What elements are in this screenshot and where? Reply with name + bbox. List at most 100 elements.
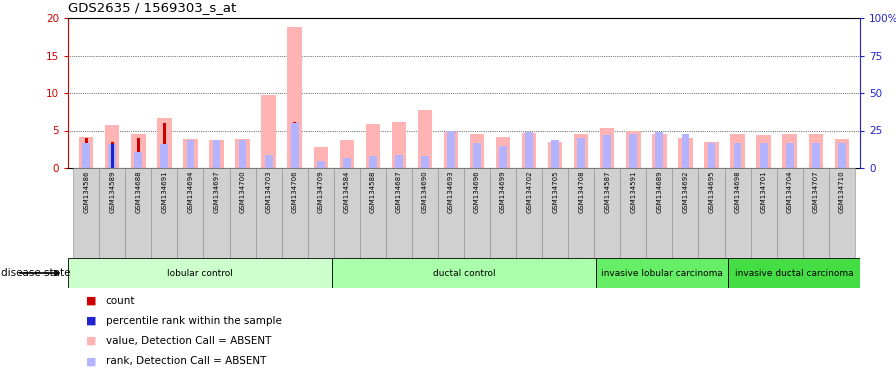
Bar xyxy=(708,142,715,168)
Bar xyxy=(111,142,114,168)
Text: GSM134587: GSM134587 xyxy=(604,171,610,213)
Bar xyxy=(672,168,699,258)
Bar xyxy=(418,109,432,168)
Bar xyxy=(808,134,823,168)
Bar xyxy=(163,123,166,168)
Bar xyxy=(236,139,250,168)
Bar xyxy=(238,139,246,168)
Bar xyxy=(134,152,142,168)
Bar xyxy=(340,140,354,168)
Text: GSM134698: GSM134698 xyxy=(735,171,741,214)
Text: GSM134706: GSM134706 xyxy=(292,171,297,214)
Bar xyxy=(395,154,403,168)
Bar xyxy=(734,142,742,168)
Text: ■: ■ xyxy=(86,336,97,346)
Bar xyxy=(499,146,507,168)
Bar xyxy=(290,123,298,168)
Text: disease state: disease state xyxy=(1,268,71,278)
Bar xyxy=(656,132,663,168)
Bar xyxy=(777,168,803,258)
Text: GSM134589: GSM134589 xyxy=(109,171,116,213)
Bar xyxy=(307,168,333,258)
Bar xyxy=(730,134,745,168)
Bar xyxy=(574,134,589,168)
Text: GSM134707: GSM134707 xyxy=(813,171,819,214)
Text: percentile rank within the sample: percentile rank within the sample xyxy=(106,316,281,326)
Bar xyxy=(646,168,672,258)
Bar xyxy=(68,258,332,288)
Text: GSM134697: GSM134697 xyxy=(213,171,220,214)
Text: GSM134699: GSM134699 xyxy=(500,171,506,214)
Bar xyxy=(756,135,771,168)
Bar xyxy=(281,168,307,258)
Bar xyxy=(834,139,849,168)
Text: ductal control: ductal control xyxy=(433,268,495,278)
Text: GSM134693: GSM134693 xyxy=(448,171,454,214)
Bar xyxy=(522,133,537,168)
Bar xyxy=(108,144,116,168)
Bar xyxy=(704,142,719,168)
Text: GSM134700: GSM134700 xyxy=(239,171,246,214)
Bar xyxy=(516,168,542,258)
Bar xyxy=(369,156,376,168)
Bar xyxy=(829,168,855,258)
Bar xyxy=(751,168,777,258)
Bar xyxy=(542,168,568,258)
Bar xyxy=(473,142,481,168)
Bar xyxy=(99,168,125,258)
Bar xyxy=(157,118,171,168)
Bar xyxy=(317,161,324,168)
Bar xyxy=(255,168,281,258)
Text: GSM134586: GSM134586 xyxy=(83,171,90,213)
Bar xyxy=(82,142,90,168)
Bar xyxy=(137,138,140,168)
Bar xyxy=(288,27,302,168)
Bar xyxy=(314,147,328,168)
Bar xyxy=(490,168,516,258)
Text: GSM134710: GSM134710 xyxy=(839,171,845,214)
Bar xyxy=(626,131,641,168)
Text: ■: ■ xyxy=(86,356,97,366)
Text: GSM134591: GSM134591 xyxy=(631,171,636,213)
Bar xyxy=(125,168,151,258)
Text: ■: ■ xyxy=(86,316,97,326)
Text: GSM134695: GSM134695 xyxy=(709,171,714,213)
Text: GSM134708: GSM134708 xyxy=(578,171,584,214)
Bar xyxy=(343,157,350,168)
Bar xyxy=(85,138,88,168)
Bar xyxy=(73,168,99,258)
Bar xyxy=(551,139,559,168)
Bar xyxy=(782,134,797,168)
Text: GSM134692: GSM134692 xyxy=(683,171,688,213)
Bar xyxy=(699,168,725,258)
Bar xyxy=(392,121,406,168)
Bar xyxy=(525,132,533,168)
Bar xyxy=(600,128,615,168)
Bar xyxy=(293,121,297,168)
Bar xyxy=(548,142,563,168)
Bar xyxy=(725,168,751,258)
Bar xyxy=(105,125,119,168)
Bar xyxy=(184,139,198,168)
Text: rank, Detection Call = ABSENT: rank, Detection Call = ABSENT xyxy=(106,356,266,366)
Bar xyxy=(212,139,220,168)
Bar xyxy=(594,168,620,258)
Text: GSM134690: GSM134690 xyxy=(422,171,428,214)
Text: value, Detection Call = ABSENT: value, Detection Call = ABSENT xyxy=(106,336,271,346)
Text: GSM134688: GSM134688 xyxy=(135,171,142,214)
Text: ■: ■ xyxy=(86,296,97,306)
Bar xyxy=(464,168,490,258)
Bar xyxy=(160,144,168,168)
Bar xyxy=(366,124,380,168)
Bar xyxy=(728,258,860,288)
Bar xyxy=(177,168,203,258)
Bar xyxy=(203,168,229,258)
Text: GSM134691: GSM134691 xyxy=(161,171,168,214)
Bar xyxy=(79,137,93,168)
Bar xyxy=(577,138,585,168)
Bar xyxy=(470,134,484,168)
Bar xyxy=(151,168,177,258)
Bar xyxy=(412,168,438,258)
Bar xyxy=(444,132,458,168)
Text: GSM134703: GSM134703 xyxy=(265,171,271,214)
